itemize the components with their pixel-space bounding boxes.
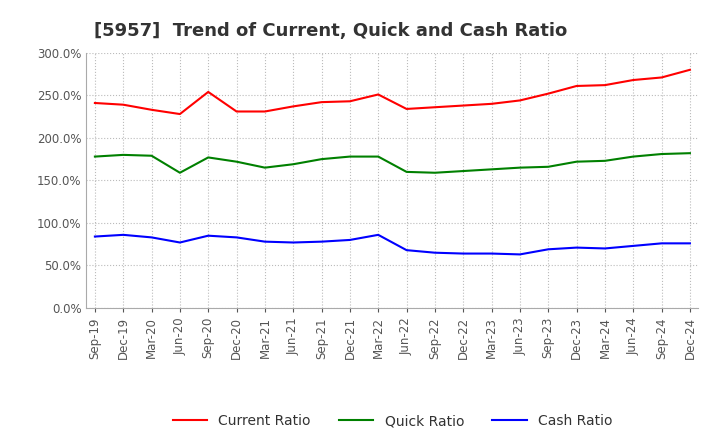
Cash Ratio <box>318 239 326 244</box>
Cash Ratio <box>459 251 467 256</box>
Quick Ratio <box>233 159 241 164</box>
Quick Ratio <box>119 152 127 158</box>
Quick Ratio <box>204 155 212 160</box>
Cash Ratio <box>431 250 439 255</box>
Cash Ratio <box>374 232 382 238</box>
Current Ratio <box>204 89 212 95</box>
Quick Ratio <box>629 154 637 159</box>
Cash Ratio <box>685 241 694 246</box>
Quick Ratio <box>685 150 694 156</box>
Quick Ratio <box>544 164 552 169</box>
Current Ratio <box>431 105 439 110</box>
Cash Ratio <box>600 246 609 251</box>
Current Ratio <box>402 106 411 112</box>
Quick Ratio <box>176 170 184 176</box>
Line: Cash Ratio: Cash Ratio <box>95 235 690 254</box>
Cash Ratio <box>119 232 127 238</box>
Current Ratio <box>374 92 382 97</box>
Cash Ratio <box>233 235 241 240</box>
Cash Ratio <box>289 240 297 245</box>
Current Ratio <box>119 102 127 107</box>
Cash Ratio <box>572 245 581 250</box>
Cash Ratio <box>204 233 212 238</box>
Cash Ratio <box>487 251 496 256</box>
Cash Ratio <box>91 234 99 239</box>
Line: Quick Ratio: Quick Ratio <box>95 153 690 173</box>
Line: Current Ratio: Current Ratio <box>95 70 690 114</box>
Current Ratio <box>544 91 552 96</box>
Current Ratio <box>600 82 609 88</box>
Cash Ratio <box>402 248 411 253</box>
Current Ratio <box>289 104 297 109</box>
Text: [5957]  Trend of Current, Quick and Cash Ratio: [5957] Trend of Current, Quick and Cash … <box>94 22 567 40</box>
Quick Ratio <box>318 157 326 162</box>
Quick Ratio <box>487 167 496 172</box>
Current Ratio <box>459 103 467 108</box>
Current Ratio <box>629 77 637 83</box>
Quick Ratio <box>346 154 354 159</box>
Current Ratio <box>261 109 269 114</box>
Quick Ratio <box>600 158 609 164</box>
Cash Ratio <box>346 237 354 242</box>
Current Ratio <box>91 100 99 106</box>
Current Ratio <box>176 111 184 117</box>
Quick Ratio <box>459 169 467 174</box>
Current Ratio <box>572 83 581 88</box>
Legend: Current Ratio, Quick Ratio, Cash Ratio: Current Ratio, Quick Ratio, Cash Ratio <box>167 409 618 434</box>
Current Ratio <box>233 109 241 114</box>
Cash Ratio <box>544 247 552 252</box>
Quick Ratio <box>402 169 411 175</box>
Cash Ratio <box>516 252 524 257</box>
Quick Ratio <box>261 165 269 170</box>
Quick Ratio <box>91 154 99 159</box>
Cash Ratio <box>261 239 269 244</box>
Current Ratio <box>346 99 354 104</box>
Quick Ratio <box>431 170 439 176</box>
Quick Ratio <box>516 165 524 170</box>
Current Ratio <box>318 99 326 105</box>
Current Ratio <box>487 101 496 106</box>
Cash Ratio <box>176 240 184 245</box>
Quick Ratio <box>657 151 666 157</box>
Quick Ratio <box>289 161 297 167</box>
Cash Ratio <box>629 243 637 249</box>
Cash Ratio <box>657 241 666 246</box>
Quick Ratio <box>148 153 156 158</box>
Cash Ratio <box>148 235 156 240</box>
Current Ratio <box>148 107 156 113</box>
Quick Ratio <box>374 154 382 159</box>
Current Ratio <box>685 67 694 73</box>
Current Ratio <box>516 98 524 103</box>
Current Ratio <box>657 75 666 80</box>
Quick Ratio <box>572 159 581 164</box>
